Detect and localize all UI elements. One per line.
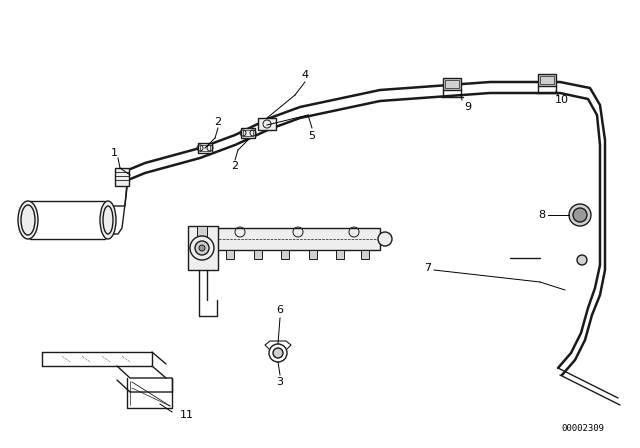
Bar	[241, 128, 255, 138]
Bar	[198, 143, 212, 153]
Bar	[215, 228, 380, 250]
Circle shape	[378, 232, 392, 246]
Text: 6: 6	[276, 305, 284, 315]
Text: 11: 11	[180, 410, 194, 420]
Text: 3: 3	[276, 377, 284, 387]
Bar	[254, 250, 262, 259]
Text: 9: 9	[465, 102, 472, 112]
Bar	[309, 250, 317, 259]
Bar	[197, 226, 207, 236]
Circle shape	[195, 241, 209, 255]
Circle shape	[273, 348, 283, 358]
Bar	[538, 74, 556, 86]
Bar	[336, 250, 344, 259]
Text: 1: 1	[111, 148, 118, 158]
Bar	[540, 76, 554, 84]
Text: 4: 4	[301, 70, 308, 80]
Text: 2: 2	[232, 161, 239, 171]
Ellipse shape	[18, 201, 38, 239]
Bar	[361, 250, 369, 259]
Bar	[226, 250, 234, 259]
Bar	[443, 78, 461, 90]
Circle shape	[199, 245, 205, 251]
Bar	[258, 118, 276, 130]
Bar	[188, 226, 218, 270]
Ellipse shape	[100, 201, 116, 239]
Text: 5: 5	[308, 131, 316, 141]
Circle shape	[577, 255, 587, 265]
Text: 2: 2	[214, 117, 221, 127]
Circle shape	[190, 236, 214, 260]
Bar	[115, 168, 129, 186]
Text: 7: 7	[424, 263, 431, 273]
Text: 00002309: 00002309	[561, 423, 605, 432]
Circle shape	[569, 204, 591, 226]
Bar	[200, 145, 210, 151]
Bar	[281, 250, 289, 259]
Text: 8: 8	[538, 210, 545, 220]
Bar	[445, 80, 459, 88]
Circle shape	[573, 208, 587, 222]
Text: 10: 10	[555, 95, 569, 105]
Bar	[243, 130, 253, 136]
